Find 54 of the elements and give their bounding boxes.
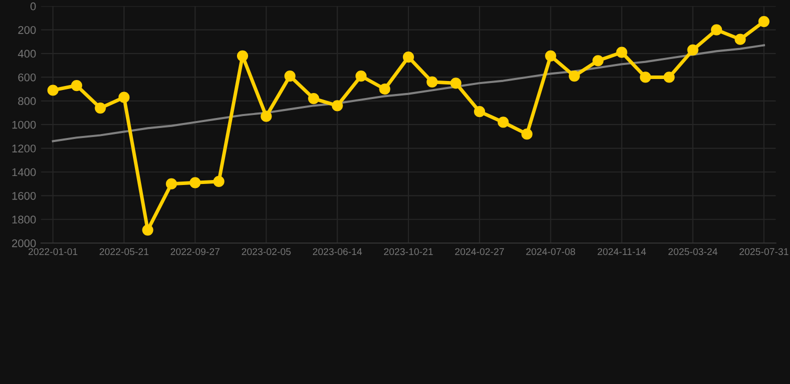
y-tick-label: 1800 — [12, 216, 36, 224]
point — [94, 102, 106, 114]
point — [592, 55, 604, 66]
point — [213, 176, 224, 188]
point — [710, 24, 722, 36]
point — [640, 72, 651, 83]
x-tick-label: 2024-07-08 — [526, 248, 576, 256]
point — [142, 224, 154, 236]
point — [616, 46, 628, 58]
point — [734, 34, 746, 45]
y-tick-label: 600 — [18, 73, 36, 82]
x-tick-label: 2023-10-21 — [384, 248, 433, 256]
y-tick-label: 1200 — [12, 144, 36, 152]
point — [498, 116, 509, 128]
point — [47, 84, 58, 96]
point — [379, 84, 390, 95]
x-tick-label: 2024-11-14 — [598, 248, 646, 256]
y-tick-label: 1400 — [12, 168, 36, 176]
point — [118, 92, 130, 103]
point — [402, 52, 414, 63]
point — [332, 100, 343, 112]
y-tick-label: 800 — [18, 97, 36, 106]
x-tick-label: 2022-09-27 — [170, 248, 220, 256]
point — [545, 50, 556, 62]
point — [758, 16, 770, 28]
point — [236, 50, 248, 62]
point — [426, 76, 438, 88]
point — [450, 78, 462, 89]
y-tick-label: 0 — [30, 2, 36, 10]
y-tick-label: 1000 — [12, 120, 36, 129]
point — [71, 80, 82, 92]
point — [687, 44, 698, 56]
x-tick-label: 2025-03-24 — [668, 248, 718, 256]
x-tick-label: 2022-05-21 — [100, 248, 148, 256]
y-tick-label: 2000 — [12, 239, 36, 248]
x-tick-label: 2023-06-14 — [312, 248, 362, 256]
point — [355, 70, 367, 82]
point — [166, 178, 177, 190]
y-tick-label: 200 — [18, 26, 36, 34]
x-tick-label: 2024-02-27 — [455, 248, 504, 256]
point — [260, 110, 272, 122]
point — [474, 106, 486, 118]
y-tick-label: 1600 — [12, 192, 36, 200]
point — [190, 177, 201, 188]
point — [568, 70, 580, 82]
y-tick-label: 400 — [18, 50, 36, 58]
point — [308, 92, 320, 104]
point — [521, 128, 532, 140]
line-series — [52, 44, 765, 142]
x-tick-label: 2023-02-05 — [242, 248, 291, 256]
x-tick-label: 2022-01-01 — [28, 248, 78, 256]
point — [284, 70, 296, 82]
x-tick-label: 2025-07-31 — [740, 248, 788, 256]
point — [664, 72, 675, 83]
